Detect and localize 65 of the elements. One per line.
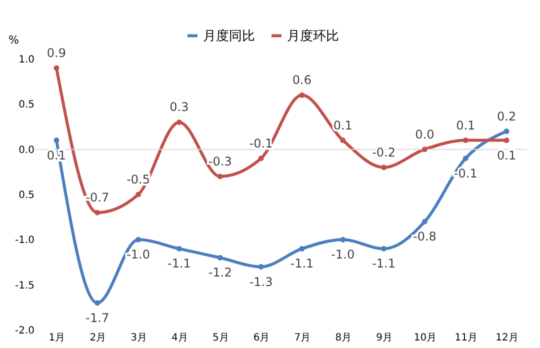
x-tick-label: 6月 (253, 332, 270, 344)
point (422, 146, 428, 152)
point (340, 236, 346, 242)
point (258, 156, 264, 162)
point (504, 128, 510, 134)
data-label: 0.9 (46, 46, 66, 60)
legend-label: 月度同比 (203, 28, 255, 44)
y-tick-label: -1.5 (14, 280, 34, 292)
point (462, 138, 468, 144)
point (176, 120, 182, 125)
data-label: 0.2 (496, 109, 516, 124)
data-label: 0.1 (333, 118, 352, 132)
x-tick-label: 10月 (414, 332, 437, 344)
data-label: 0.0 (415, 127, 434, 142)
point (217, 174, 223, 180)
x-tick-label: 2月 (90, 332, 106, 344)
data-label: -1.0 (331, 248, 355, 262)
point (94, 210, 100, 216)
point (217, 255, 223, 260)
x-tick-label: 8月 (335, 332, 352, 344)
x-tick-label: 7月 (294, 332, 311, 344)
data-label: 0.1 (456, 118, 476, 132)
x-tick-label: 9月 (376, 332, 392, 344)
data-label: -1.7 (86, 310, 110, 325)
point (381, 164, 387, 170)
x-tick-label: 1月 (48, 332, 66, 344)
y-tick-label: 0.5 (18, 100, 34, 111)
y-tick-label: 0.0 (18, 144, 34, 156)
data-label: -0.2 (372, 145, 396, 160)
point (136, 192, 142, 198)
data-label: -1.1 (167, 256, 191, 271)
point (381, 246, 387, 252)
point (299, 92, 305, 98)
point (422, 218, 428, 224)
data-label: 0.6 (292, 73, 312, 88)
point (136, 236, 142, 242)
legend-label: 月度环比 (287, 28, 339, 44)
point (54, 65, 60, 71)
data-label: 0.1 (496, 148, 516, 162)
x-tick-label: 3月 (130, 332, 147, 344)
x-tick-label: 11月 (454, 332, 478, 344)
data-label: -1.1 (372, 256, 396, 271)
data-label: 0.3 (170, 100, 189, 114)
point (504, 138, 510, 144)
data-label: -1.0 (126, 248, 150, 262)
point (54, 138, 60, 144)
x-tick-label: 5月 (212, 332, 229, 344)
point (258, 264, 264, 270)
point (94, 300, 100, 306)
y-axis-title: % (8, 34, 19, 46)
data-label: -1.1 (290, 256, 314, 271)
x-tick-label: 4月 (172, 332, 188, 344)
point (299, 246, 305, 252)
data-label: -1.2 (208, 266, 232, 280)
point (340, 138, 346, 144)
data-label: -0.3 (208, 154, 232, 168)
point (462, 156, 468, 162)
y-tick-label: -1.0 (14, 235, 34, 246)
y-tick-label: 0.5 (18, 190, 34, 201)
point (176, 246, 182, 252)
data-label: -0.8 (412, 230, 436, 244)
y-tick-label: -2.0 (14, 326, 34, 336)
x-tick-label: 12月 (496, 332, 518, 344)
data-label: -1.3 (249, 274, 273, 289)
y-tick-label: 1.0 (18, 54, 34, 66)
